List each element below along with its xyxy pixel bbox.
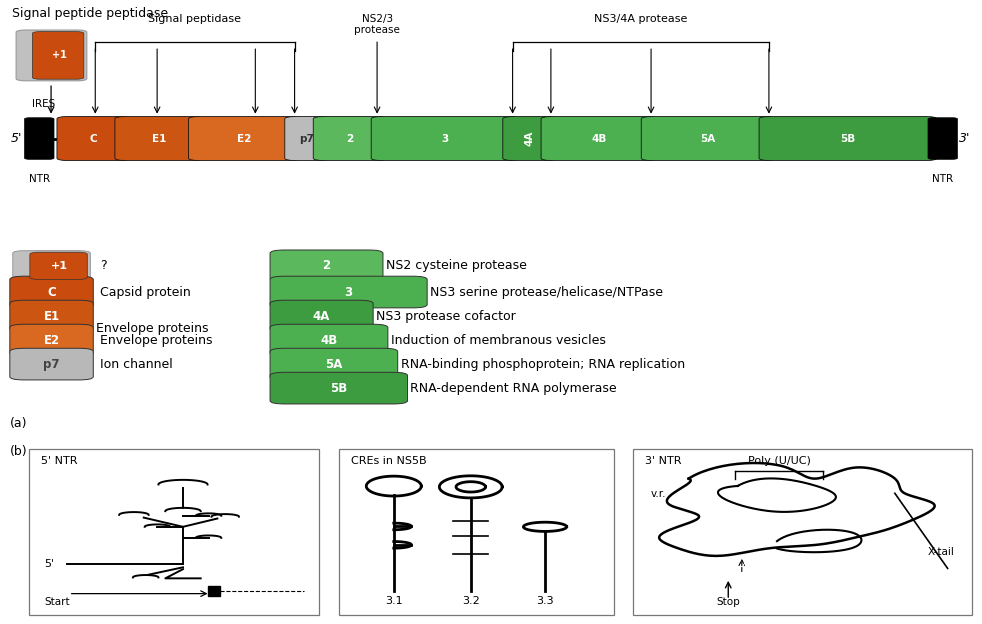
Text: NTR: NTR xyxy=(932,174,954,184)
FancyBboxPatch shape xyxy=(541,117,657,160)
Text: 5': 5' xyxy=(11,132,23,145)
FancyBboxPatch shape xyxy=(10,300,93,332)
FancyBboxPatch shape xyxy=(270,276,427,308)
Text: 5': 5' xyxy=(44,558,54,568)
FancyBboxPatch shape xyxy=(29,449,319,615)
Text: Start: Start xyxy=(44,597,70,607)
Text: 2: 2 xyxy=(347,134,354,144)
FancyBboxPatch shape xyxy=(32,32,83,79)
Text: NS3 protease cofactor: NS3 protease cofactor xyxy=(376,310,516,323)
Text: Signal peptidase: Signal peptidase xyxy=(148,14,242,24)
FancyBboxPatch shape xyxy=(270,250,383,281)
FancyBboxPatch shape xyxy=(57,117,130,160)
FancyBboxPatch shape xyxy=(189,117,300,160)
Text: p7: p7 xyxy=(300,134,314,144)
Text: 2: 2 xyxy=(322,260,331,272)
FancyBboxPatch shape xyxy=(633,449,972,615)
Text: 5B: 5B xyxy=(841,134,855,144)
Text: X-tail: X-tail xyxy=(928,547,955,557)
Text: (b): (b) xyxy=(10,446,27,459)
Text: NTR: NTR xyxy=(28,174,50,184)
Text: 4B: 4B xyxy=(591,134,607,144)
Text: RNA-dependent RNA polymerase: RNA-dependent RNA polymerase xyxy=(410,382,617,394)
FancyBboxPatch shape xyxy=(503,117,557,160)
Text: Stop: Stop xyxy=(717,597,740,607)
FancyBboxPatch shape xyxy=(313,117,387,160)
FancyBboxPatch shape xyxy=(115,117,203,160)
Text: 3' NTR: 3' NTR xyxy=(645,457,682,467)
Text: Induction of membranous vesicles: Induction of membranous vesicles xyxy=(391,334,606,346)
Text: NS3/4A protease: NS3/4A protease xyxy=(594,14,687,24)
Text: v.r.: v.r. xyxy=(651,489,667,499)
FancyBboxPatch shape xyxy=(928,118,957,159)
FancyBboxPatch shape xyxy=(13,251,90,281)
FancyBboxPatch shape xyxy=(759,117,937,160)
FancyBboxPatch shape xyxy=(371,117,518,160)
Text: CREs in NS5B: CREs in NS5B xyxy=(351,457,426,467)
FancyBboxPatch shape xyxy=(10,276,93,308)
Text: Poly (U/UC): Poly (U/UC) xyxy=(747,456,810,466)
Text: 4B: 4B xyxy=(320,334,338,346)
FancyBboxPatch shape xyxy=(29,252,87,280)
Text: E2: E2 xyxy=(238,134,251,144)
Text: NS2/3
protease: NS2/3 protease xyxy=(355,14,400,36)
Text: 5A: 5A xyxy=(325,358,343,371)
FancyBboxPatch shape xyxy=(10,348,93,380)
Text: E1: E1 xyxy=(43,310,60,323)
Text: 4A: 4A xyxy=(313,310,330,323)
Text: 3: 3 xyxy=(345,286,353,298)
FancyBboxPatch shape xyxy=(270,348,398,380)
Text: Signal peptide peptidase: Signal peptide peptidase xyxy=(12,7,168,20)
FancyBboxPatch shape xyxy=(270,324,388,356)
FancyBboxPatch shape xyxy=(285,117,329,160)
Text: Envelope proteins: Envelope proteins xyxy=(100,334,213,346)
Text: Capsid protein: Capsid protein xyxy=(100,286,191,298)
Text: (a): (a) xyxy=(10,417,27,429)
Text: 3.2: 3.2 xyxy=(462,595,479,605)
Text: RNA-binding phosphoprotein; RNA replication: RNA-binding phosphoprotein; RNA replicat… xyxy=(401,358,684,371)
Text: Ion channel: Ion channel xyxy=(100,358,173,371)
Text: NS2 cysteine protease: NS2 cysteine protease xyxy=(386,260,526,272)
Text: 3.1: 3.1 xyxy=(385,595,403,605)
Text: NS3 serine protease/helicase/NTPase: NS3 serine protease/helicase/NTPase xyxy=(430,286,663,298)
Text: E2: E2 xyxy=(43,334,60,346)
Bar xyxy=(207,587,220,597)
FancyBboxPatch shape xyxy=(16,30,86,81)
Text: 3.3: 3.3 xyxy=(536,595,554,605)
Text: 3': 3' xyxy=(959,132,971,145)
Text: ?: ? xyxy=(100,260,107,272)
Text: Envelope proteins: Envelope proteins xyxy=(96,321,209,334)
FancyBboxPatch shape xyxy=(25,118,54,159)
Text: 4A: 4A xyxy=(524,131,535,146)
Text: 5B: 5B xyxy=(330,382,348,394)
Text: E1: E1 xyxy=(152,134,166,144)
Text: 5' NTR: 5' NTR xyxy=(41,457,78,467)
FancyBboxPatch shape xyxy=(339,449,614,615)
Text: 5A: 5A xyxy=(700,134,716,144)
Text: p7: p7 xyxy=(43,358,60,371)
Text: C: C xyxy=(89,134,97,144)
Text: IRES: IRES xyxy=(32,99,55,109)
FancyBboxPatch shape xyxy=(270,373,408,404)
Text: +1: +1 xyxy=(52,51,67,61)
FancyBboxPatch shape xyxy=(10,324,93,356)
Text: +1: +1 xyxy=(51,261,68,271)
FancyBboxPatch shape xyxy=(270,300,373,332)
Text: C: C xyxy=(47,286,56,298)
Text: 3: 3 xyxy=(441,134,449,144)
FancyBboxPatch shape xyxy=(641,117,775,160)
